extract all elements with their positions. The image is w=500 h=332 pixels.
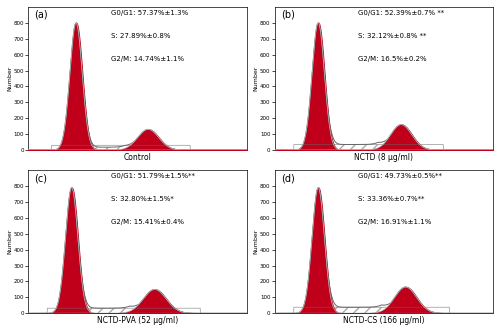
Text: G2/M: 15.41%±0.4%: G2/M: 15.41%±0.4% — [111, 219, 184, 225]
Text: G0/G1: 51.79%±1.5%**: G0/G1: 51.79%±1.5%** — [111, 173, 195, 179]
Text: G0/G1: 49.73%±0.5%**: G0/G1: 49.73%±0.5%** — [358, 173, 442, 179]
Text: G0/G1: 57.37%±1.3%: G0/G1: 57.37%±1.3% — [111, 10, 188, 16]
Text: S: 32.80%±1.5%*: S: 32.80%±1.5%* — [111, 196, 174, 202]
Y-axis label: Number: Number — [7, 66, 12, 91]
Text: G2/M: 16.5%±0.2%: G2/M: 16.5%±0.2% — [358, 55, 426, 62]
X-axis label: NCTD-PVA (52 μg/ml): NCTD-PVA (52 μg/ml) — [96, 316, 178, 325]
Text: S: 27.89%±0.8%: S: 27.89%±0.8% — [111, 33, 170, 39]
Text: S: 32.12%±0.8% **: S: 32.12%±0.8% ** — [358, 33, 426, 39]
Y-axis label: Number: Number — [254, 66, 258, 91]
Text: (b): (b) — [281, 10, 295, 20]
X-axis label: NCTD-CS (166 μg/ml): NCTD-CS (166 μg/ml) — [343, 316, 424, 325]
Text: (c): (c) — [34, 173, 48, 183]
Text: S: 33.36%±0.7%**: S: 33.36%±0.7%** — [358, 196, 424, 202]
Text: G2/M: 14.74%±1.1%: G2/M: 14.74%±1.1% — [111, 55, 184, 62]
Text: (a): (a) — [34, 10, 48, 20]
Text: G2/M: 16.91%±1.1%: G2/M: 16.91%±1.1% — [358, 219, 431, 225]
Text: (d): (d) — [281, 173, 295, 183]
Text: G0/G1: 52.39%±0.7% **: G0/G1: 52.39%±0.7% ** — [358, 10, 444, 16]
X-axis label: NCTD (8 μg/ml): NCTD (8 μg/ml) — [354, 153, 414, 162]
Y-axis label: Number: Number — [254, 229, 258, 254]
Y-axis label: Number: Number — [7, 229, 12, 254]
X-axis label: Control: Control — [124, 153, 151, 162]
